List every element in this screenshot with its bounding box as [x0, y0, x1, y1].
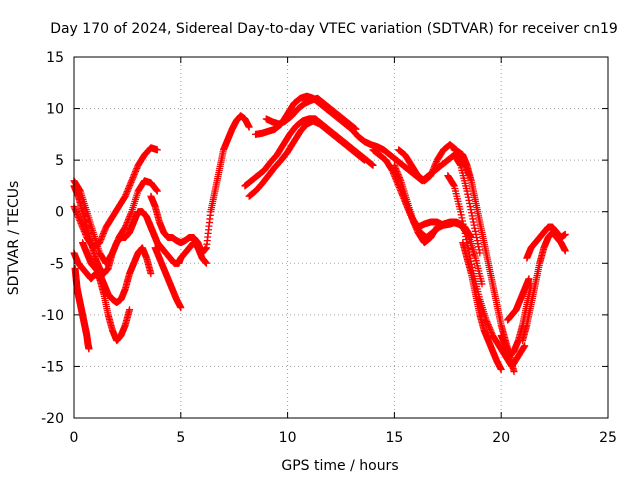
data-point: [202, 259, 210, 267]
chart-title: Day 170 of 2024, Sidereal Day-to-day VTE…: [50, 21, 618, 37]
data-point: [245, 123, 253, 131]
x-tick-labels: 0 5 10 15 20 25: [70, 430, 617, 446]
y-tick-label: -5: [50, 256, 64, 272]
data-point: [126, 306, 134, 314]
data-point: [177, 304, 185, 312]
data-point: [153, 146, 161, 154]
data-point: [369, 161, 377, 169]
data-point: [476, 249, 484, 257]
y-tick-label: -20: [41, 411, 64, 427]
data-point: [497, 366, 505, 374]
data-point: [561, 230, 569, 238]
x-tick-label: 5: [176, 430, 185, 446]
series-track-19: [450, 146, 518, 376]
series-track-5: [71, 264, 93, 353]
series-track-25: [523, 223, 569, 262]
data-point: [478, 280, 486, 288]
x-tick-label: 10: [279, 430, 297, 446]
series-track-13: [262, 94, 360, 133]
series-track-24: [519, 228, 569, 345]
series-track-4: [70, 249, 134, 345]
x-tick-label: 20: [492, 430, 510, 446]
x-tick-label: 15: [385, 430, 403, 446]
data-point: [360, 156, 368, 164]
series-track-11: [245, 117, 368, 200]
series-track-23: [504, 275, 533, 324]
x-axis-label: GPS time / hours: [281, 458, 398, 474]
series-track-7: [147, 112, 253, 257]
series-track-6: [79, 239, 155, 306]
data-point: [561, 247, 569, 255]
series-track-21: [459, 239, 505, 374]
data-point: [147, 270, 155, 278]
y-axis-label: SDTVAR / TECUs: [6, 181, 22, 296]
series-track-9: [151, 244, 185, 312]
data-series: [70, 92, 569, 376]
data-point: [467, 234, 475, 241]
y-tick-labels: -20 -15 -10 -5 0 5 10 15: [41, 50, 64, 427]
series-track-1: [70, 144, 161, 252]
data-point: [521, 342, 529, 350]
y-tick-label: -15: [41, 359, 64, 375]
data-point: [525, 275, 533, 283]
data-point: [85, 345, 93, 353]
series-track-17: [401, 197, 467, 247]
series-track-22: [497, 280, 535, 360]
data-point: [510, 368, 518, 376]
x-tick-label: 0: [70, 430, 79, 446]
y-tick-label: 0: [55, 205, 64, 221]
data-point: [153, 187, 161, 195]
y-tick-label: 5: [55, 153, 64, 169]
y-tick-label: 15: [46, 50, 64, 66]
plot-frame: [73, 56, 609, 419]
series-track-8: [145, 218, 210, 267]
x-tick-label: 25: [599, 430, 617, 446]
y-tick-label: -10: [41, 308, 64, 324]
y-tick-label: 10: [46, 102, 64, 118]
